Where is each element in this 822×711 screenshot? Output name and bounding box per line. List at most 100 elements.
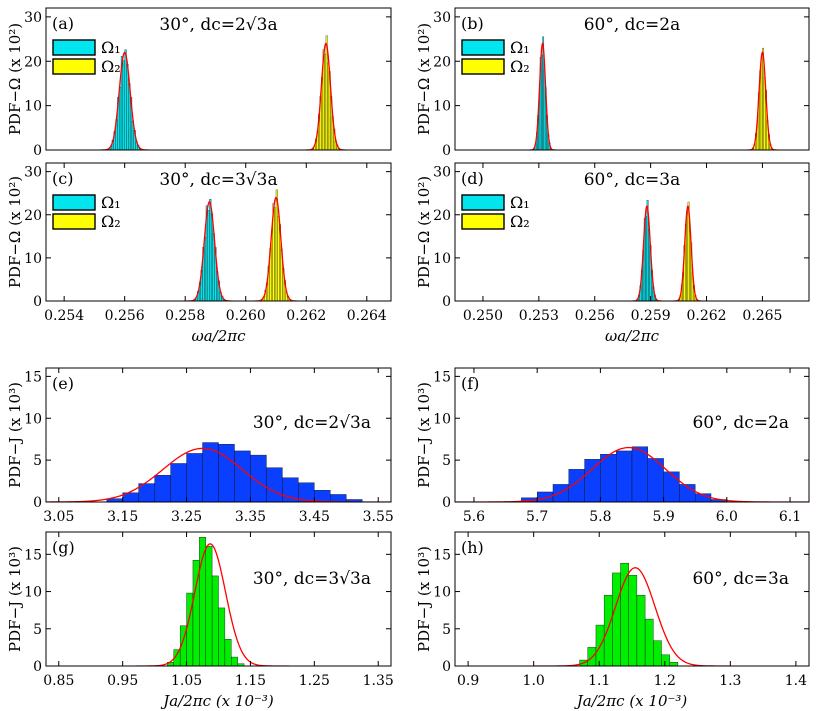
y-tick-label: 0 [33, 495, 42, 511]
y-tick-label: 20 [24, 54, 42, 70]
axes-frame [45, 7, 392, 151]
x-tick-label: 1.1 [588, 673, 610, 689]
legend-swatch [461, 39, 505, 56]
histogram-bar [584, 459, 601, 503]
histogram-bar [231, 656, 238, 667]
y-tick-label: 0 [33, 659, 42, 675]
x-tick-label: 5.6 [463, 509, 485, 525]
x-tick-label: 0.265 [742, 308, 782, 324]
y-tick-label: 10 [433, 585, 451, 601]
y-tick-label: 0 [442, 143, 451, 159]
panel-label: (d) [461, 169, 484, 188]
x-tick-label: 5.8 [589, 509, 611, 525]
y-tick-label: 5 [442, 453, 451, 469]
histogram-bar-1 [207, 209, 210, 302]
x-tick-label: 0.260 [226, 308, 266, 324]
panel-label: (b) [461, 14, 484, 33]
x-tick-label: 1.35 [363, 673, 394, 689]
histogram-bar-2 [686, 211, 689, 302]
histogram-bar [266, 467, 283, 503]
x-tick-label: 0.250 [463, 308, 503, 324]
histogram-bar-1 [126, 63, 129, 151]
axes-frame [454, 367, 810, 503]
legend-label: Ω₁ [510, 38, 530, 57]
histogram-bar-1 [541, 54, 543, 151]
panel-c: 0 10 20 30 0.254 0.256 0.258 0.260 0.262 0.264 PDF… [6, 162, 392, 345]
x-axis-label: Ja/2πc (x 10⁻³) [160, 692, 274, 710]
x-tick-label: 0.256 [575, 308, 615, 324]
histogram-bar [600, 454, 617, 503]
x-axis-label: ωa/2πc [605, 327, 660, 345]
fit-curve-2 [254, 196, 298, 301]
histogram-bar [661, 654, 670, 667]
panel-label: (a) [52, 14, 74, 33]
histogram-bar [186, 453, 203, 503]
panel-annotation: 30°, dc=3√3a [253, 569, 371, 589]
x-tick-label: 0.259 [631, 308, 671, 324]
panel-h: 0 5 10 15 0.9 1.0 1.1 1.2 1.3 1.4 PDF−J (x 10³) Ja/… [415, 531, 810, 710]
legend-swatch [52, 213, 96, 230]
y-tick-label: 0 [33, 143, 42, 159]
panel-label: (g) [52, 538, 75, 557]
panel-annotation: 60°, dc=2a [584, 15, 681, 35]
histogram-bar-1 [645, 216, 648, 302]
y-tick-label: 20 [433, 54, 451, 70]
histogram-bar-1 [119, 86, 122, 151]
fit-curve-1 [631, 205, 663, 301]
y-tick-label: 15 [24, 369, 42, 385]
histogram-bar [628, 574, 638, 667]
fit-curve-1 [529, 42, 557, 150]
x-tick-label: 0.262 [686, 308, 726, 324]
y-axis-label: PDF−J (x 10³) [415, 382, 433, 488]
y-tick-label: 0 [442, 495, 451, 511]
legend-label: Ω₂ [510, 212, 530, 231]
histogram-bar-1 [204, 236, 207, 302]
x-axis-label: Ja/2πc (x 10⁻³) [574, 692, 688, 710]
fit-curve-1 [100, 51, 150, 150]
x-tick-label: 5.9 [652, 509, 674, 525]
x-tick-label: 0.85 [43, 673, 74, 689]
y-tick-label: 10 [24, 251, 42, 267]
y-tick-label: 30 [433, 165, 451, 181]
y-tick-label: 15 [433, 369, 451, 385]
x-tick-label: 1.0 [523, 673, 545, 689]
x-tick-label: 0.9 [457, 673, 479, 689]
y-tick-label: 10 [24, 585, 42, 601]
x-tick-label: 0.95 [107, 673, 138, 689]
histogram-bar [603, 595, 613, 667]
histogram-bar [234, 450, 251, 503]
legend-label: Ω₂ [510, 57, 530, 76]
y-axis-label: PDF−Ω (x 10²) [6, 23, 24, 135]
histogram-bar-2 [324, 53, 327, 151]
legend-swatch [52, 58, 96, 75]
y-tick-label: 5 [442, 622, 451, 638]
legend-label: Ω₂ [101, 212, 121, 231]
x-tick-label: 3.05 [43, 509, 74, 525]
y-axis-label: PDF−Ω (x 10²) [415, 176, 433, 288]
histogram-bar [205, 545, 213, 667]
panel-annotation: 60°, dc=2a [692, 413, 789, 433]
y-tick-label: 5 [33, 622, 42, 638]
y-tick-label: 30 [433, 10, 451, 26]
panel-d: 0 10 20 30 0.250 0.253 0.256 0.259 0.262 0.265 PDF… [415, 162, 810, 345]
y-axis-label: PDF−J (x 10³) [6, 382, 24, 488]
histogram-bar-2 [327, 62, 330, 151]
x-tick-label: 3.55 [363, 509, 394, 525]
legend-label: Ω₁ [510, 193, 530, 212]
panel-f: 0 5 10 15 5.6 5.7 5.8 5.9 6.0 6.1 PDF−J (x 10³) (f)… [415, 367, 810, 525]
histogram-bar [211, 575, 219, 667]
y-tick-label: 0 [442, 294, 451, 310]
x-axis-label: ωa/2πc [191, 327, 246, 345]
axes-frame [45, 162, 392, 302]
x-tick-label: 6.1 [779, 509, 801, 525]
y-tick-label: 10 [24, 411, 42, 427]
histogram-bar [644, 618, 654, 667]
panel-annotation: 30°, dc=2√3a [253, 413, 371, 433]
panel-label: (c) [52, 169, 73, 188]
panel-annotation: 60°, dc=3a [692, 569, 789, 589]
x-tick-label: 5.7 [526, 509, 548, 525]
histogram-bar [218, 607, 226, 667]
